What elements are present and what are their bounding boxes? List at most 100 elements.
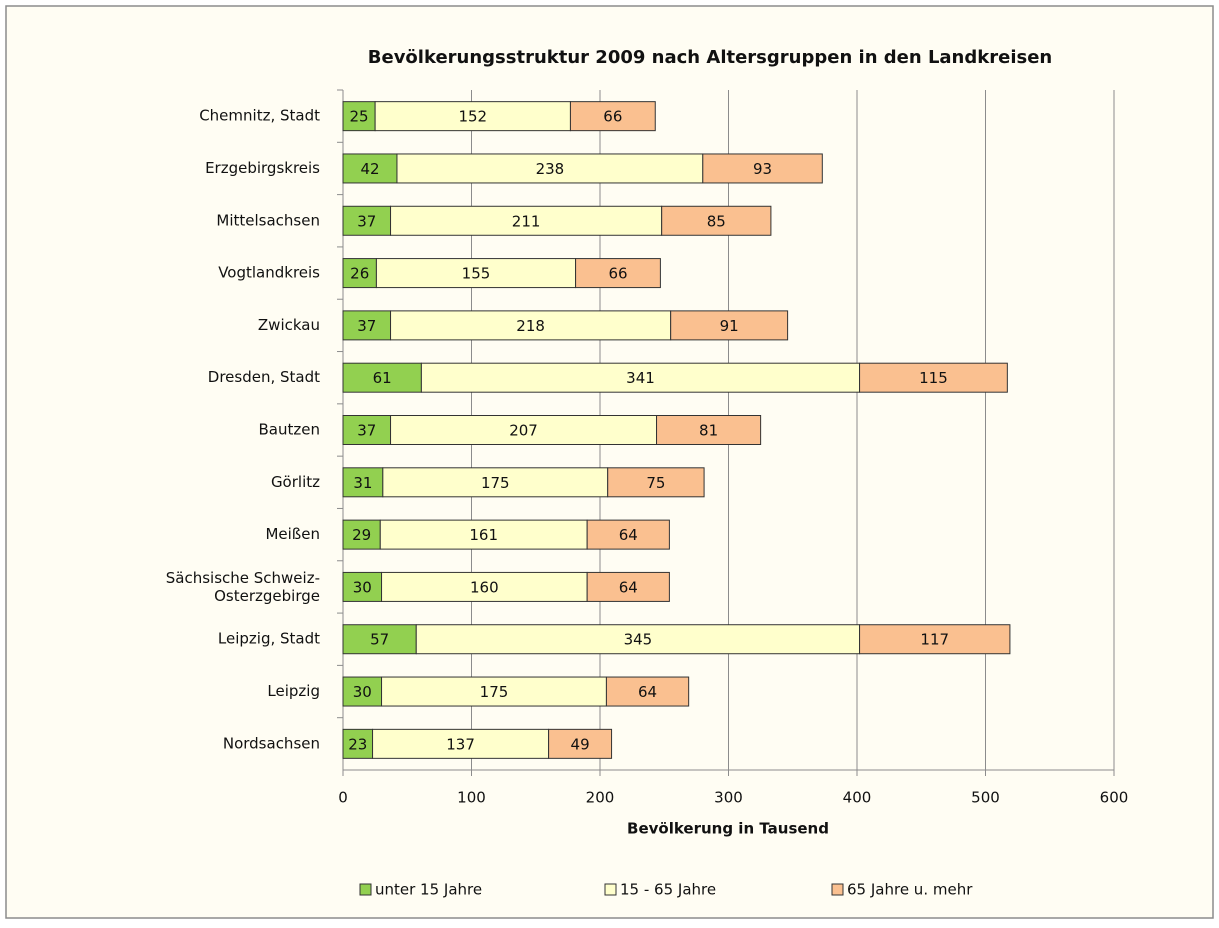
- data-label: 66: [603, 108, 622, 126]
- data-label: 64: [638, 683, 657, 701]
- legend: unter 15 Jahre 15 - 65 Jahre 65 Jahre u. m…: [359, 881, 973, 899]
- chart-background: [5, 5, 1214, 919]
- data-label: 81: [699, 422, 718, 440]
- y-tick-label: Zwickau: [258, 316, 320, 334]
- data-label: 207: [509, 422, 538, 440]
- bar-segment: [342, 310, 392, 341]
- bar-segment: [548, 728, 613, 759]
- bar-segment: [342, 153, 398, 184]
- bar-segment: [670, 310, 789, 341]
- data-label: 64: [619, 578, 638, 596]
- data-label: 25: [350, 108, 369, 126]
- bar-segment: [859, 362, 1008, 393]
- y-tick-label: Vogtlandkreis: [218, 264, 320, 282]
- data-label: 30: [353, 578, 372, 596]
- legend-label: unter 15 Jahre: [375, 881, 482, 899]
- y-tick-label: Meißen: [265, 525, 320, 543]
- data-label: 238: [536, 160, 565, 178]
- bar-segment: [569, 101, 656, 132]
- x-tick-label: 100: [457, 789, 486, 807]
- bar-segment: [342, 519, 381, 550]
- data-label: 64: [619, 526, 638, 544]
- data-label: 155: [462, 265, 491, 283]
- data-label: 49: [571, 735, 590, 753]
- y-tick-label: Chemnitz, Stadt: [199, 107, 320, 125]
- y-tick-label: Sächsische Schweiz-Osterzgebirge: [166, 568, 320, 604]
- bar-segment: [390, 205, 663, 236]
- bar-segment: [381, 571, 588, 602]
- bar-segment: [342, 728, 374, 759]
- data-label: 26: [350, 265, 369, 283]
- bar-segment: [372, 728, 550, 759]
- bar-segment: [342, 362, 422, 393]
- bar-segment: [702, 153, 823, 184]
- y-tick-label: Görlitz: [271, 473, 320, 491]
- bar-segment: [415, 624, 861, 655]
- y-tick-label: Leipzig: [267, 682, 320, 700]
- bar-segment: [586, 571, 670, 602]
- data-label: 75: [646, 474, 665, 492]
- x-axis-title: Bevölkerung in Tausend: [627, 820, 829, 838]
- y-tick-label: Dresden, Stadt: [208, 368, 320, 386]
- y-tick-label: Erzgebirgskreis: [205, 159, 320, 177]
- data-label: 117: [920, 631, 949, 649]
- y-tick-label: Leipzig, Stadt: [218, 630, 320, 648]
- data-label: 175: [480, 683, 509, 701]
- data-label: 37: [357, 422, 376, 440]
- data-label: 85: [707, 212, 726, 230]
- data-label: 42: [360, 160, 379, 178]
- x-tick-label: 300: [714, 789, 743, 807]
- x-tick-label: 600: [1100, 789, 1129, 807]
- bars: [342, 101, 1011, 759]
- data-label: 161: [469, 526, 498, 544]
- bar-segment: [374, 101, 571, 132]
- data-label: 23: [348, 735, 367, 753]
- x-tick-label: 200: [586, 789, 615, 807]
- legend-label: 15 - 65 Jahre: [620, 881, 716, 899]
- bar-segment: [575, 258, 661, 289]
- bar-segment: [656, 415, 762, 445]
- y-tick-label: Nordsachsen: [223, 734, 320, 752]
- data-label: 137: [446, 735, 475, 753]
- bar-segment: [342, 258, 377, 289]
- data-label: 61: [373, 369, 392, 387]
- bar-segment: [382, 467, 609, 498]
- data-label: 345: [624, 631, 653, 649]
- legend-swatch: [604, 883, 617, 896]
- legend-label: 65 Jahre u. mehr: [847, 881, 973, 899]
- data-label: 160: [470, 578, 499, 596]
- data-label: 37: [357, 317, 376, 335]
- legend-swatch: [831, 883, 844, 896]
- bar-segment: [661, 205, 772, 236]
- y-tick-label: Bautzen: [259, 421, 320, 439]
- bar-segment: [605, 676, 690, 707]
- bar-segment: [381, 676, 607, 707]
- bar-segment: [342, 415, 392, 445]
- labels: 0 100 200 300 400 500 600 Chemnitz, Stadt 25 152 6…: [166, 107, 1129, 807]
- y-tick-label: Mittelsachsen: [216, 211, 320, 229]
- data-label: 31: [353, 474, 372, 492]
- bar-segment: [607, 467, 705, 498]
- bar-segment: [375, 258, 577, 289]
- bar-segment: [420, 362, 861, 393]
- data-label: 115: [919, 369, 948, 387]
- x-tick-label: 0: [338, 789, 348, 807]
- data-label: 218: [516, 317, 545, 335]
- bar-segment: [586, 519, 670, 550]
- data-label: 30: [353, 683, 372, 701]
- legend-swatch: [359, 883, 372, 896]
- bar-segment: [390, 415, 658, 445]
- chart-title: Bevölkerungsstruktur 2009 nach Altersgru…: [368, 47, 1052, 68]
- x-tick-label: 500: [971, 789, 1000, 807]
- data-label: 93: [753, 160, 772, 178]
- data-label: 211: [512, 212, 541, 230]
- data-label: 37: [357, 212, 376, 230]
- x-tick-label: 400: [843, 789, 872, 807]
- data-label: 341: [626, 369, 655, 387]
- data-label: 57: [370, 631, 389, 649]
- data-label: 91: [720, 317, 739, 335]
- bar-segment: [342, 205, 392, 236]
- data-label: 66: [608, 265, 627, 283]
- bar-segment: [396, 153, 704, 184]
